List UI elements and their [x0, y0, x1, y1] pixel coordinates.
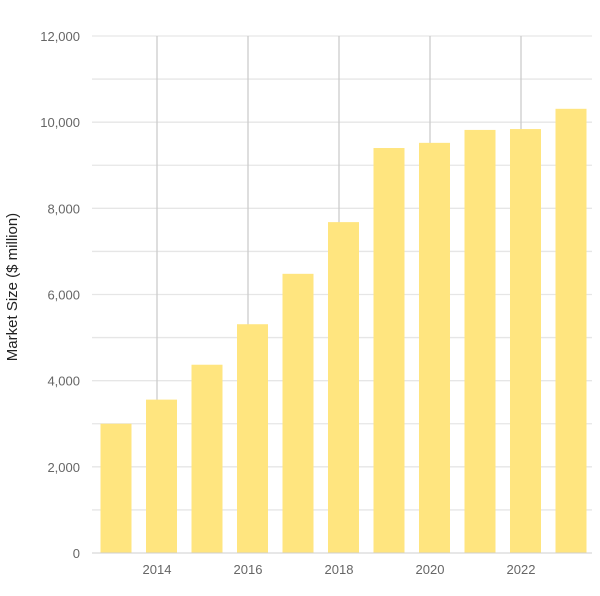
bar-2014: [146, 399, 177, 553]
x-tick-label: 2020: [416, 562, 445, 577]
bar-2016: [237, 324, 268, 553]
x-tick-label: 2016: [234, 562, 263, 577]
bar-2013: [100, 423, 132, 553]
x-tick-label: 2018: [325, 562, 354, 577]
bar-2017: [282, 273, 314, 553]
y-axis-label: Market Size ($ million): [4, 213, 21, 361]
bar-2021: [464, 129, 496, 553]
bar-2015: [191, 364, 223, 553]
y-tick-label: 0: [73, 546, 80, 561]
x-tick-labels: 2014 2016 2018 2020 2022: [143, 562, 536, 577]
y-tick-label: 4,000: [47, 374, 80, 389]
bar-2020: [419, 142, 450, 553]
bar-2022: [510, 129, 541, 553]
bar-2019: [373, 148, 405, 553]
y-tick-label: 10,000: [40, 115, 80, 130]
bar-2018: [328, 222, 359, 553]
x-tick-label: 2014: [143, 562, 172, 577]
y-tick-label: 2,000: [47, 460, 80, 475]
bar-2023: [555, 108, 587, 553]
y-tick-label: 12,000: [40, 29, 80, 44]
x-tick-label: 2022: [507, 562, 536, 577]
y-tick-label: 6,000: [47, 288, 80, 303]
bars: [100, 108, 587, 553]
y-tick-labels: 0 2,000 4,000 6,000 8,000 10,000 12,000: [40, 29, 80, 561]
y-tick-label: 8,000: [47, 201, 80, 216]
